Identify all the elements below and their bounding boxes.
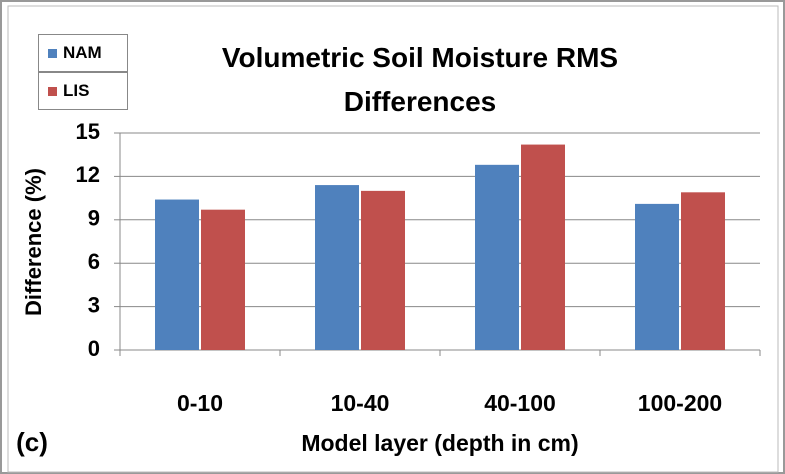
x-tick-label: 100-200: [638, 390, 722, 416]
y-tick-label: 3: [88, 292, 100, 317]
bar: [361, 190, 405, 350]
legend-item: NAM: [38, 34, 128, 72]
legend-swatch: [48, 48, 57, 58]
bar: [201, 209, 245, 350]
x-tick-label: 0-10: [177, 390, 223, 416]
y-tick-label: 0: [88, 336, 100, 361]
x-tick-label: 40-100: [484, 390, 556, 416]
x-axis-title: Model layer (depth in cm): [301, 430, 578, 456]
y-tick-label: 15: [76, 119, 100, 144]
panel-label: (c): [16, 427, 48, 457]
bar: [315, 185, 359, 350]
bar: [155, 199, 199, 350]
x-tick-label: 10-40: [331, 390, 390, 416]
y-tick-label: 12: [76, 162, 100, 187]
legend-item: LIS: [38, 72, 128, 110]
legend-label: NAM: [63, 43, 102, 62]
legend-swatch: [48, 86, 57, 96]
y-tick-label: 6: [88, 249, 100, 274]
chart-title: Volumetric Soil Moisture RMS Differences: [221, 42, 619, 117]
y-tick-label: 9: [88, 206, 100, 231]
y-axis-title: Difference (%): [21, 168, 46, 316]
bar: [681, 192, 725, 350]
frame-inner: [7, 5, 779, 473]
bar: [475, 164, 519, 350]
legend-label: LIS: [63, 81, 90, 100]
bar: [521, 144, 565, 350]
bar: [635, 203, 679, 350]
